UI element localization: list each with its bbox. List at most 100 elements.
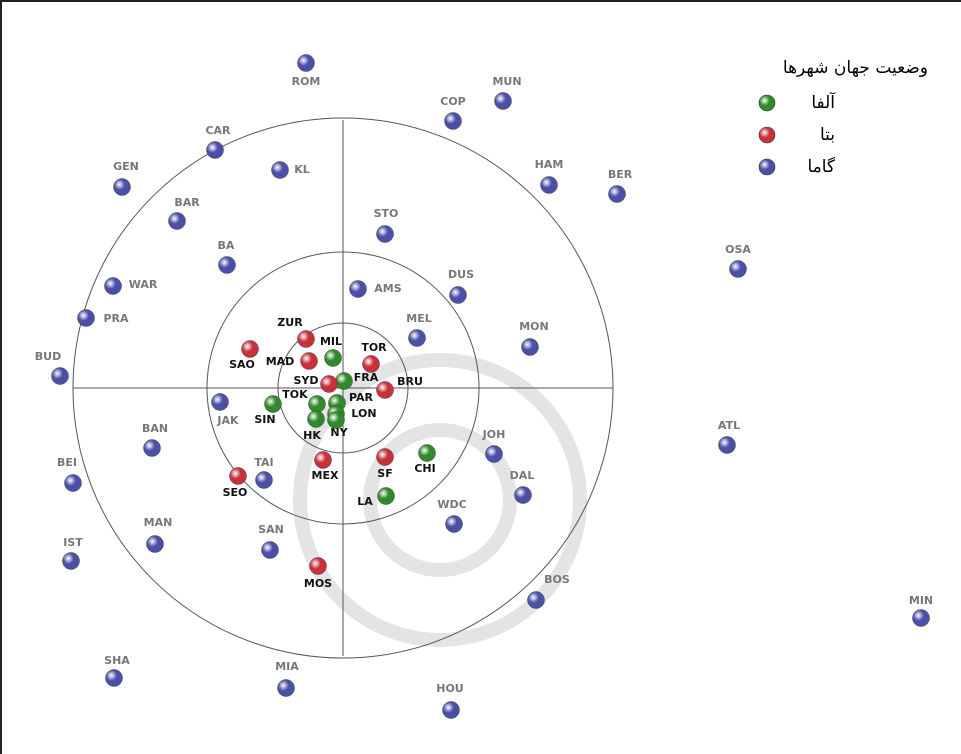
city-label: JAK xyxy=(216,414,239,427)
city-label: BEI xyxy=(57,456,77,469)
city-dot xyxy=(315,452,332,469)
city-dot xyxy=(310,558,327,575)
city-dot xyxy=(495,93,512,110)
city-label: STO xyxy=(374,207,399,220)
city-label: LON xyxy=(351,407,376,420)
city-label: BAN xyxy=(142,422,168,435)
city-label: CHI xyxy=(414,462,435,475)
city-label: BA xyxy=(218,239,235,252)
city-label: HK xyxy=(303,429,321,442)
city-label: MUN xyxy=(492,75,521,88)
legend-dot xyxy=(759,159,775,175)
city-label: BOS xyxy=(544,573,570,586)
city-dot xyxy=(321,376,338,393)
city-dot xyxy=(336,373,353,390)
city-label: SF xyxy=(377,467,392,480)
city-dot xyxy=(609,186,626,203)
city-dot xyxy=(272,162,289,179)
city-label: SHA xyxy=(104,654,130,667)
city-dot xyxy=(377,449,394,466)
city-dot xyxy=(522,339,539,356)
city-label: MAN xyxy=(144,516,173,529)
city-label: BER xyxy=(608,168,633,181)
city-label: SAN xyxy=(258,523,284,536)
city-label: JOH xyxy=(482,428,506,441)
city-dot xyxy=(445,113,462,130)
city-dot xyxy=(242,341,259,358)
city-dot xyxy=(52,368,69,385)
legend-label: گاما xyxy=(807,156,835,177)
city-label: MAD xyxy=(266,355,295,368)
city-label: SAO xyxy=(229,358,255,371)
city-label: PAR xyxy=(349,391,374,404)
city-label: COP xyxy=(440,95,466,108)
city-label: BAR xyxy=(174,196,200,209)
city-dot xyxy=(443,702,460,719)
city-dot xyxy=(144,440,161,457)
city-dot xyxy=(515,487,532,504)
legend-dot xyxy=(759,95,775,111)
city-dot xyxy=(65,475,82,492)
city-label: SYD xyxy=(293,374,318,387)
city-label: SEO xyxy=(223,486,248,499)
city-label: HOU xyxy=(436,682,464,695)
legend-dot xyxy=(759,127,775,143)
city-label: WDC xyxy=(437,498,466,511)
city-label: MIL xyxy=(320,335,342,348)
city-dot xyxy=(541,177,558,194)
city-label: IST xyxy=(63,536,83,549)
city-dot xyxy=(256,472,273,489)
legend-title: وضعیت جهان شهرها xyxy=(783,58,928,78)
city-label: MOS xyxy=(304,577,332,590)
city-label: MON xyxy=(519,320,549,333)
city-dot xyxy=(114,179,131,196)
city-label: MEX xyxy=(312,469,339,482)
city-label: MEL xyxy=(406,312,431,325)
city-label: DUS xyxy=(448,268,474,281)
city-dot xyxy=(207,142,224,159)
city-dot xyxy=(450,287,467,304)
city-dot xyxy=(230,468,247,485)
city-dot xyxy=(719,437,736,454)
city-label: TAI xyxy=(254,456,273,469)
city-label: DAL xyxy=(510,469,535,482)
legend-label: آلفا xyxy=(811,91,836,113)
city-label: BUD xyxy=(35,350,61,363)
city-label: TOR xyxy=(361,341,387,354)
city-dot xyxy=(219,257,236,274)
city-label: NY xyxy=(330,426,348,439)
city-dot xyxy=(409,330,426,347)
legend-label: بتا xyxy=(820,125,835,145)
city-dot xyxy=(105,278,122,295)
diagram: وضعیت جهان شهرها آلفابتاگاما MILFRATOKSI… xyxy=(0,0,961,754)
city-dot xyxy=(446,516,463,533)
city-dot xyxy=(730,261,747,278)
city-label: OSA xyxy=(725,243,751,256)
city-dot xyxy=(363,356,380,373)
city-dot xyxy=(212,394,229,411)
city-dot xyxy=(377,226,394,243)
city-label: LA xyxy=(357,495,373,508)
city-dot xyxy=(309,396,326,413)
city-label: WAR xyxy=(129,278,158,291)
city-label: CAR xyxy=(205,124,231,137)
city-dot xyxy=(298,331,315,348)
city-label: FRA xyxy=(354,371,379,384)
city-dot xyxy=(308,411,325,428)
city-dot xyxy=(350,281,367,298)
city-dot xyxy=(106,670,123,687)
city-label: MIA xyxy=(275,660,299,673)
page: وضعیت جهان شهرها آلفابتاگاما MILFRATOKSI… xyxy=(0,0,961,754)
city-dot xyxy=(278,680,295,697)
city-dot xyxy=(298,55,315,72)
city-label: ZUR xyxy=(277,316,303,329)
city-dot xyxy=(78,310,95,327)
city-dot xyxy=(377,382,394,399)
city-label: KL xyxy=(294,163,310,176)
city-dot xyxy=(169,213,186,230)
city-dot xyxy=(147,536,164,553)
city-label: BRU xyxy=(397,375,423,388)
city-dot xyxy=(63,553,80,570)
city-dot xyxy=(486,446,503,463)
city-label: PRA xyxy=(103,312,129,325)
